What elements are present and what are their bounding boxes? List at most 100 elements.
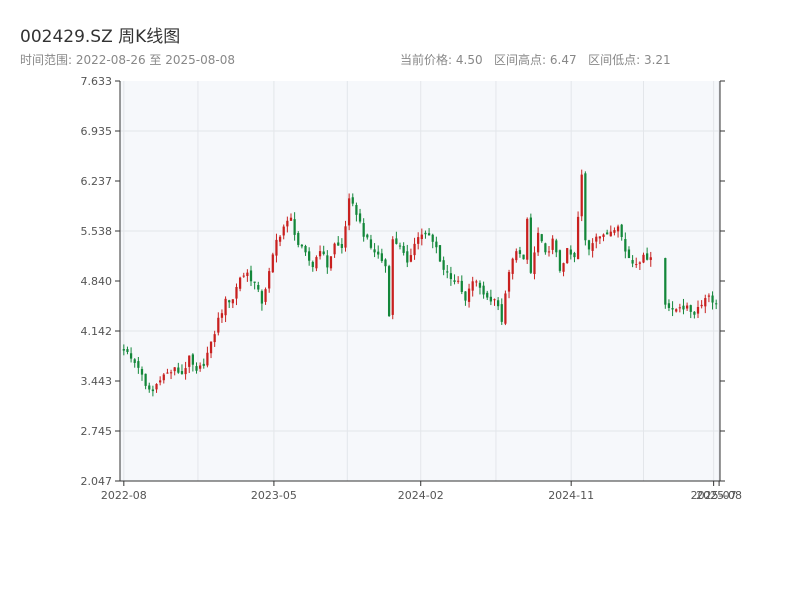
candle-body (598, 236, 602, 239)
candle-body (402, 245, 405, 253)
candle-body (493, 299, 496, 301)
candle (406, 244, 409, 268)
candle-body (195, 366, 198, 371)
candle-body (348, 198, 351, 226)
candle-body (551, 238, 554, 250)
candle (715, 299, 718, 310)
candle-body (591, 243, 594, 251)
candle (402, 242, 405, 256)
candle-body (704, 298, 707, 307)
candle (631, 255, 634, 268)
candle-body (355, 204, 358, 215)
candle-body (391, 239, 394, 315)
candle-body (689, 305, 692, 312)
candle (566, 247, 569, 264)
candle-body (304, 245, 307, 253)
candle-body (148, 385, 151, 390)
candle (297, 231, 300, 248)
range-high-label: 区间高点: (494, 53, 547, 67)
candle (486, 290, 489, 301)
candle-body (228, 300, 231, 303)
candle-body (646, 253, 649, 260)
range-low-value: 3.21 (643, 53, 671, 67)
candle-body (613, 230, 616, 233)
candle-body (566, 248, 569, 264)
candle (191, 353, 194, 372)
candle (238, 276, 242, 292)
candle (209, 341, 213, 359)
candle (166, 368, 169, 374)
candle-body (209, 341, 213, 354)
candle (573, 251, 576, 263)
x-tick-label: 2023-05 (251, 489, 297, 502)
candle-body (507, 272, 511, 292)
candle (249, 265, 253, 287)
candle-body (624, 239, 627, 252)
candle (497, 297, 500, 311)
candle (609, 225, 612, 237)
candle (464, 291, 467, 306)
candle-body (478, 282, 482, 288)
candle (362, 218, 365, 242)
candle (159, 376, 162, 386)
candle-body (297, 233, 300, 245)
candle (627, 246, 631, 259)
candle-body (460, 280, 463, 292)
candle-body (431, 234, 434, 242)
candle (257, 281, 260, 293)
candle-body (173, 367, 176, 372)
candle (231, 299, 234, 309)
candle (522, 254, 525, 260)
candle-body (126, 349, 129, 352)
candle (300, 243, 304, 249)
candle-body (406, 251, 409, 263)
candle (431, 233, 434, 249)
x-tick-label: 2024-11 (548, 489, 594, 502)
candle (184, 361, 187, 380)
candle-body (442, 260, 445, 270)
candle (373, 243, 376, 258)
candle-body (573, 252, 576, 258)
candle (271, 252, 274, 273)
candle-body (206, 352, 209, 366)
x-axis-ticks: 2022-08 2023-05 2024-02 2024-11 2025-072025-… (101, 481, 742, 502)
candle (242, 272, 245, 278)
candle (540, 233, 543, 243)
candles (122, 169, 718, 397)
candle-body (642, 254, 645, 263)
candle-body (482, 285, 485, 295)
candle (442, 256, 445, 276)
candle-body (384, 259, 387, 267)
candle-body (693, 311, 696, 315)
y-tick-label: 4.142 (81, 325, 113, 338)
candle-body (333, 243, 336, 255)
candle-body (667, 303, 671, 308)
candle-body (387, 266, 391, 317)
candle-body (420, 234, 423, 240)
candle (435, 236, 438, 254)
candle (646, 247, 649, 261)
candle-body (638, 262, 641, 264)
candle-body (358, 213, 362, 222)
candle-body (362, 223, 365, 237)
y-tick-label: 6.237 (81, 175, 113, 188)
candle-body (649, 257, 652, 260)
candle-body (536, 232, 540, 253)
candle (122, 344, 125, 356)
candle-body (242, 275, 245, 277)
candle (504, 290, 507, 326)
candle-body (286, 220, 289, 227)
candle (587, 239, 591, 256)
candle (137, 356, 140, 374)
candle-body (627, 249, 631, 259)
candle (329, 256, 333, 271)
candle-body (635, 264, 638, 266)
candle-body (351, 197, 354, 204)
candle (326, 250, 329, 274)
candle-body (547, 251, 551, 253)
candle (282, 224, 285, 240)
range-low-label: 区间低点: (588, 53, 641, 67)
candle-body (311, 261, 314, 268)
candle-body (166, 372, 169, 374)
candle-body (344, 226, 347, 248)
